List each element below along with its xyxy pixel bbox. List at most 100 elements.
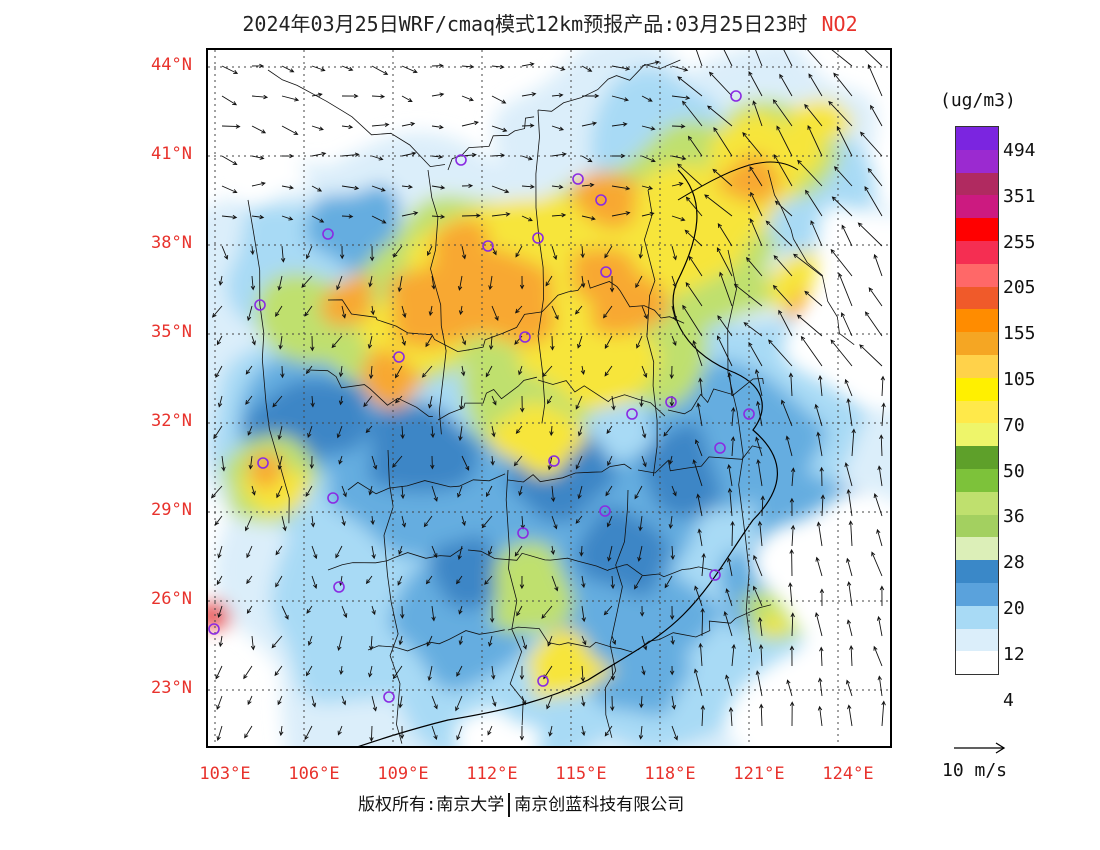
wind-vector (804, 290, 823, 307)
province-boundary (437, 376, 537, 421)
wind-vector (786, 679, 793, 697)
wind-vector (610, 695, 615, 712)
wind-vector (800, 335, 823, 367)
wind-vector (491, 64, 505, 70)
wind-vector (546, 695, 553, 710)
wind-vector (368, 275, 373, 288)
wind-vector (244, 515, 253, 532)
wind-vector (790, 467, 796, 487)
wind-vector (398, 635, 403, 646)
wind-vector (491, 185, 510, 194)
wind-vector (717, 315, 733, 337)
wind-vector (641, 665, 646, 676)
wind-vector (668, 455, 673, 465)
wind-vector (611, 65, 631, 71)
wind-vector (697, 528, 703, 547)
wind-vector (371, 545, 376, 560)
wind-vector (250, 635, 256, 651)
wind-vector (713, 126, 733, 157)
lat-label: 44°N (151, 55, 192, 75)
city-station-marker[interactable] (393, 351, 405, 363)
concentration-map[interactable] (206, 48, 892, 748)
wind-vector (458, 605, 463, 615)
city-station-marker[interactable] (455, 154, 467, 166)
wind-vector (551, 305, 559, 321)
wind-vector (677, 163, 703, 187)
city-station-marker[interactable] (327, 492, 339, 504)
wind-vector (280, 245, 286, 263)
city-station-marker[interactable] (333, 581, 345, 593)
wind-vector (641, 60, 660, 67)
wind-vector (341, 93, 359, 99)
wind-vector (370, 305, 375, 316)
city-station-marker[interactable] (572, 173, 584, 185)
wind-vector (431, 92, 445, 97)
wind-vector (581, 725, 586, 737)
wind-vector (727, 464, 733, 487)
wind-vector (547, 635, 553, 647)
wind-vector (730, 520, 735, 547)
wind-vector (311, 125, 324, 131)
city-station-marker[interactable] (532, 232, 544, 244)
city-station-marker[interactable] (714, 442, 726, 454)
wind-vector (819, 588, 825, 607)
city-station-marker[interactable] (383, 691, 395, 703)
legend-color-cell (956, 377, 998, 401)
wind-vector (210, 485, 223, 499)
city-station-marker[interactable] (537, 675, 549, 687)
city-station-marker[interactable] (482, 240, 494, 252)
city-station-marker[interactable] (254, 299, 266, 311)
wind-vector (871, 551, 883, 577)
wind-vector (641, 211, 655, 217)
city-station-marker[interactable] (519, 331, 531, 343)
city-station-marker[interactable] (517, 527, 529, 539)
wind-vector (581, 65, 593, 72)
city-station-marker[interactable] (600, 266, 612, 278)
wind-vector (773, 153, 793, 187)
wind-vector (306, 605, 313, 614)
province-boundary (607, 564, 723, 578)
wind-vector (677, 76, 703, 97)
wind-vector (580, 365, 586, 375)
wind-vector (773, 255, 793, 277)
city-station-marker[interactable] (595, 194, 607, 206)
wind-vector (830, 248, 853, 277)
wind-vector (251, 335, 256, 346)
city-station-marker[interactable] (709, 569, 721, 581)
wind-vector (521, 62, 535, 67)
city-station-marker[interactable] (548, 455, 560, 467)
city-station-marker[interactable] (257, 457, 269, 469)
wind-vector (456, 575, 463, 585)
lon-label: 124°E (822, 764, 874, 784)
wind-vector (281, 515, 287, 532)
province-boundary (327, 547, 464, 571)
coastline (677, 161, 799, 201)
wind-vector (580, 245, 585, 259)
coastline (358, 169, 778, 746)
wind-vector (611, 153, 626, 159)
wind-vector (488, 335, 494, 351)
wind-vector (304, 305, 313, 317)
city-station-marker[interactable] (743, 408, 755, 420)
city-station-marker[interactable] (599, 505, 611, 517)
city-station-marker[interactable] (665, 396, 677, 408)
city-station-marker[interactable] (208, 623, 220, 635)
wind-vector (551, 515, 558, 530)
city-station-marker[interactable] (626, 408, 638, 420)
wind-vector (857, 222, 883, 247)
legend-color-cell (956, 195, 998, 219)
wind-vector (867, 63, 883, 97)
wind-vector (401, 121, 416, 127)
wind-vector (876, 528, 883, 547)
province-boundary (637, 604, 772, 651)
wind-vector (488, 635, 493, 647)
wind-vector (671, 335, 677, 347)
city-station-marker[interactable] (322, 228, 334, 240)
wind-vector (215, 365, 223, 379)
wind-vector (551, 575, 559, 592)
legend-color-cell (956, 446, 998, 469)
color-legend (955, 126, 999, 676)
wind-vector (401, 151, 417, 157)
legend-label: 255 (1003, 231, 1036, 253)
city-station-marker[interactable] (730, 90, 742, 102)
